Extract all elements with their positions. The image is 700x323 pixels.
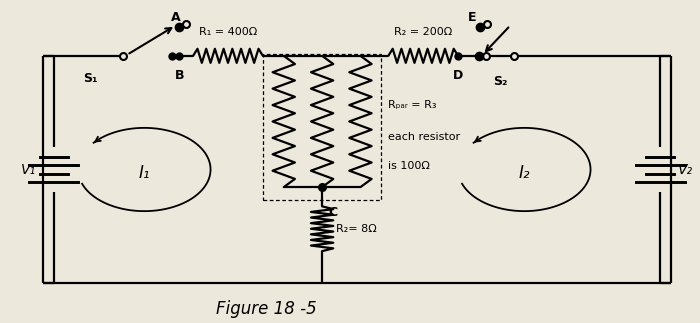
Text: V₁: V₁ bbox=[21, 162, 36, 176]
Bar bbox=[262, 54, 382, 200]
Text: I₁: I₁ bbox=[139, 164, 150, 182]
Text: each resistor: each resistor bbox=[389, 132, 461, 142]
Text: Figure 18 -5: Figure 18 -5 bbox=[216, 300, 316, 318]
Text: D: D bbox=[453, 68, 463, 81]
Text: S₂: S₂ bbox=[493, 75, 507, 88]
Text: R₁ = 400Ω: R₁ = 400Ω bbox=[199, 26, 257, 36]
Text: I₂: I₂ bbox=[519, 164, 530, 182]
Text: R₂ = 200Ω: R₂ = 200Ω bbox=[394, 26, 452, 36]
Text: Rₚₐᵣ = R₃: Rₚₐᵣ = R₃ bbox=[389, 100, 437, 110]
Text: B: B bbox=[174, 68, 184, 81]
Text: is 100Ω: is 100Ω bbox=[389, 161, 430, 171]
Text: V₂: V₂ bbox=[678, 162, 693, 176]
Text: E: E bbox=[468, 11, 476, 24]
Text: A: A bbox=[171, 11, 181, 24]
Text: R₂= 8Ω: R₂= 8Ω bbox=[336, 224, 377, 234]
Text: S₁: S₁ bbox=[83, 72, 97, 85]
Text: C: C bbox=[328, 206, 337, 219]
